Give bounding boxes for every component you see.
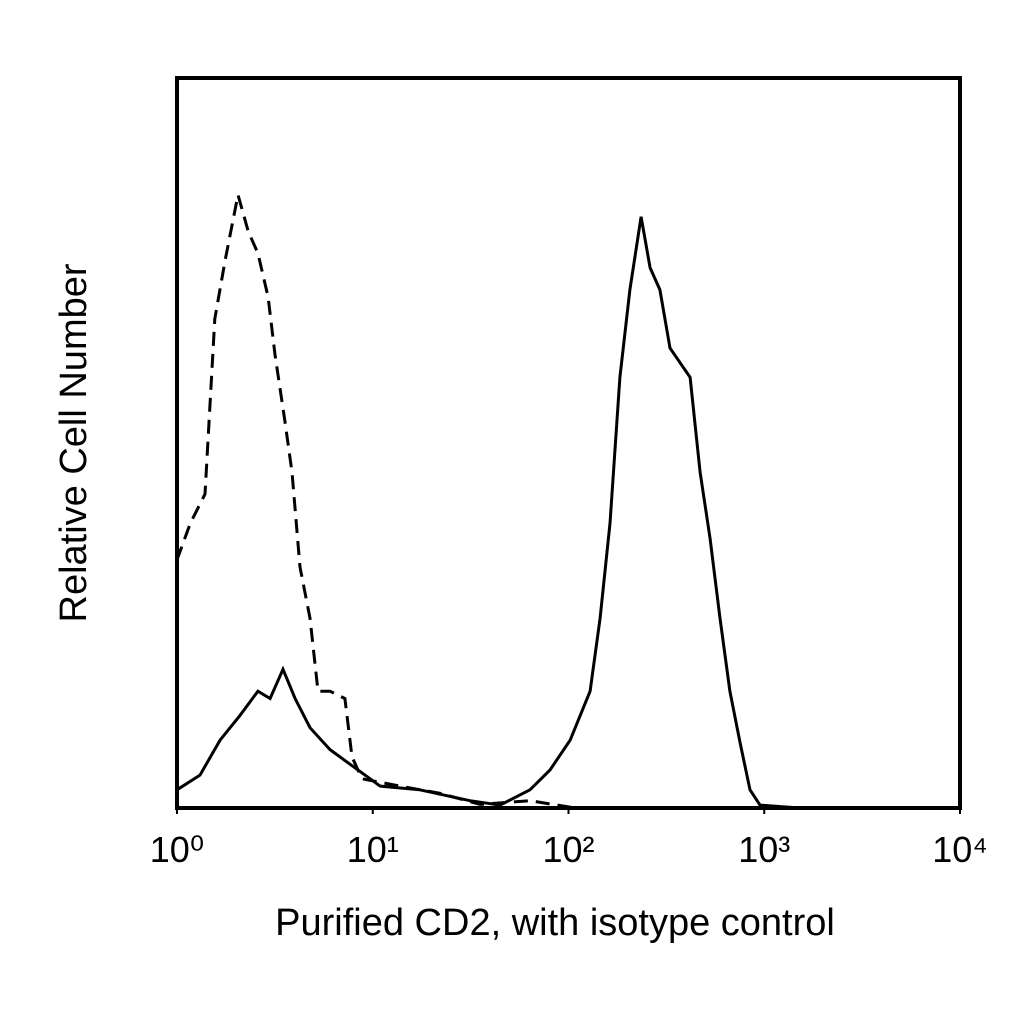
x-tick-label: 10² bbox=[542, 829, 594, 870]
histogram-line bbox=[175, 194, 576, 810]
histogram-line bbox=[176, 216, 960, 810]
x-axis-label: Purified CD2, with isotype control bbox=[275, 902, 835, 944]
x-tick-label: 10⁴ bbox=[932, 829, 988, 870]
x-tick-label: 10³ bbox=[738, 829, 790, 870]
y-axis-label: Relative Cell Number bbox=[53, 263, 95, 622]
x-tick-label: 10⁰ bbox=[150, 829, 204, 870]
x-tick-label: 10¹ bbox=[347, 829, 399, 870]
